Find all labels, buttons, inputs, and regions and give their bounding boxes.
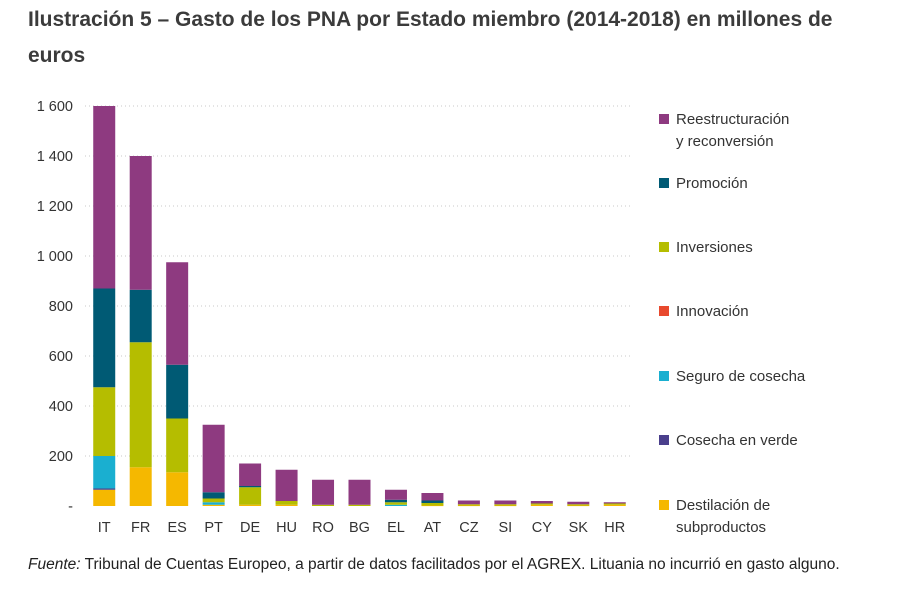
source-label: Fuente:	[28, 556, 81, 573]
bar-segment	[457, 505, 480, 507]
bar-segment	[275, 501, 298, 505]
bar-segment	[93, 488, 116, 490]
bar-segment	[421, 505, 444, 507]
x-tick-label: AT	[424, 520, 442, 536]
bar-segment	[494, 504, 517, 506]
x-tick-label: HR	[604, 520, 625, 536]
y-tick-label: 600	[49, 349, 73, 365]
bar-segment	[93, 489, 116, 506]
bar-segment	[239, 463, 262, 486]
legend-label: Inversiones	[676, 239, 753, 256]
bar-segment	[384, 504, 407, 506]
x-tick-label: BG	[349, 520, 370, 536]
bar-segment	[530, 501, 553, 504]
legend-swatch	[659, 242, 669, 252]
y-tick-label: -	[68, 499, 73, 515]
legend-swatch	[659, 500, 669, 510]
bar-segment	[421, 493, 444, 501]
y-tick-label: 1 600	[37, 99, 73, 115]
bar-segment	[129, 467, 152, 506]
legend-label: Cosecha en verde	[676, 432, 798, 449]
y-tick-label: 400	[49, 399, 73, 415]
bar-segment	[275, 504, 298, 506]
bar-segment	[239, 487, 262, 505]
legend-swatch	[659, 178, 669, 188]
bar-segment	[93, 387, 116, 456]
bar-segment	[129, 156, 152, 290]
legend-swatch	[659, 435, 669, 445]
bar-segment	[384, 489, 407, 500]
source-text: Tribunal de Cuentas Europeo, a partir de…	[80, 556, 840, 573]
bar-segment	[275, 469, 298, 501]
x-tick-label: PT	[204, 520, 223, 536]
bar-segment	[457, 504, 480, 506]
bar-segment	[202, 492, 225, 499]
bar-segment	[567, 504, 590, 506]
bar-segment	[567, 505, 590, 507]
y-tick-label: 1 400	[37, 149, 73, 165]
bar-segment	[530, 503, 553, 505]
bar-segment	[494, 500, 517, 505]
legend-label: subproductos	[676, 519, 766, 536]
bar-segment	[567, 501, 590, 505]
stacked-bar-chart: - 200 400 600 800 1 000 1 200 1 400 1 600 IT FR ES P…	[37, 99, 806, 536]
bar-segment	[93, 106, 116, 289]
chart-title: Ilustración 5 – Gasto de los PNA por Est…	[28, 8, 833, 67]
x-tick-label: ES	[167, 520, 186, 536]
x-tick-label: RO	[312, 520, 334, 536]
y-tick-label: 200	[49, 449, 73, 465]
legend-label: y reconversión	[676, 133, 774, 150]
bar-segment	[457, 500, 480, 505]
y-tick-label: 800	[49, 299, 73, 315]
x-tick-label: DE	[240, 520, 260, 536]
x-tick-label: SK	[569, 520, 589, 536]
bar-segment	[421, 503, 444, 506]
legend-swatch	[659, 306, 669, 316]
legend-label: Seguro de cosecha	[676, 368, 806, 385]
x-tick-label: CY	[532, 520, 552, 536]
bar-segment	[494, 505, 517, 507]
bar-segment	[348, 504, 371, 506]
bar-segment	[312, 479, 335, 505]
bar-segment	[239, 486, 262, 488]
y-tick-label: 1 200	[37, 199, 73, 215]
x-tick-label: SI	[499, 520, 513, 536]
bar-segment	[166, 418, 189, 473]
x-tick-label: FR	[131, 520, 150, 536]
source-note: Fuente: Tribunal de Cuentas Europeo, a p…	[28, 553, 888, 576]
bar-segment	[239, 504, 262, 506]
bar-segment	[202, 424, 225, 493]
bar-segment	[384, 499, 407, 503]
bar-segment	[129, 342, 152, 468]
legend-swatch	[659, 371, 669, 381]
legend-label: Destilación de	[676, 497, 770, 514]
bar-segment	[93, 288, 116, 388]
bar-segment	[348, 479, 371, 505]
x-tick-label: EL	[387, 520, 405, 536]
x-tick-label: HU	[276, 520, 297, 536]
bar-segment	[166, 472, 189, 506]
bar-segment	[530, 504, 553, 506]
legend-label: Reestructuración	[676, 111, 789, 128]
bar-segment	[603, 502, 626, 504]
bar-segment	[384, 502, 407, 505]
bar-segment	[603, 504, 626, 506]
bar-segment	[166, 364, 189, 419]
x-tick-label: CZ	[459, 520, 478, 536]
bar-segment	[202, 502, 225, 505]
bar-segment	[93, 456, 116, 489]
bar-segment	[202, 504, 225, 506]
bar-segment	[129, 289, 152, 343]
bar-segment	[202, 498, 225, 503]
legend-label: Innovación	[676, 303, 749, 320]
legend-swatch	[659, 114, 669, 124]
bar-segment	[312, 504, 335, 506]
bar-segment	[421, 500, 444, 503]
bar-segment	[166, 262, 189, 365]
legend-label: Promoción	[676, 175, 748, 192]
x-tick-label: IT	[98, 520, 111, 536]
bar-segment	[603, 503, 626, 505]
y-tick-label: 1 000	[37, 249, 73, 265]
